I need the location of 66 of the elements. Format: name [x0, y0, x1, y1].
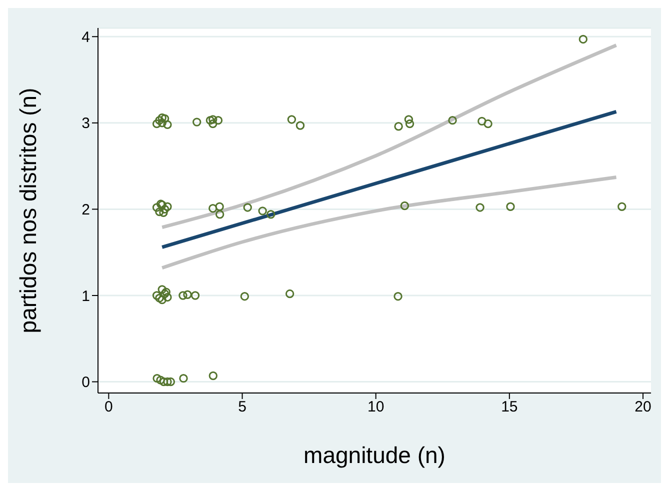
point	[159, 377, 168, 386]
point	[400, 201, 410, 210]
point	[214, 116, 223, 125]
point	[156, 376, 165, 384]
point	[163, 202, 172, 211]
point	[152, 374, 162, 383]
point	[162, 288, 170, 296]
point	[166, 377, 176, 386]
point	[208, 371, 218, 380]
point	[506, 202, 515, 211]
point	[394, 292, 402, 301]
point	[243, 203, 252, 212]
line-series	[160, 176, 618, 270]
y-tick-label: 3	[82, 115, 90, 132]
point	[215, 210, 224, 219]
y-axis-title: partidos nos distritos (n)	[15, 88, 42, 334]
x-tick-label: 0	[104, 398, 113, 416]
point	[208, 204, 218, 213]
point	[206, 116, 215, 125]
line-series	[160, 44, 618, 230]
point	[160, 114, 170, 123]
point	[152, 291, 162, 300]
y-tick-label: 0	[82, 374, 90, 392]
point	[208, 115, 218, 124]
point	[215, 202, 224, 211]
x-axis-title: magnitude (n)	[304, 442, 446, 468]
point	[163, 292, 172, 302]
point	[158, 285, 166, 294]
point	[179, 374, 188, 383]
point	[163, 377, 172, 386]
point	[158, 295, 166, 304]
point	[190, 291, 200, 300]
x-tick-label: 5	[238, 398, 246, 416]
point	[404, 115, 414, 124]
point	[192, 118, 202, 126]
point	[287, 115, 296, 124]
point	[394, 122, 403, 131]
point	[155, 116, 164, 125]
point	[285, 289, 294, 298]
point	[183, 290, 192, 299]
point	[618, 202, 626, 211]
point	[152, 203, 162, 212]
point	[158, 113, 166, 122]
point	[155, 207, 164, 216]
point	[448, 116, 457, 125]
point	[159, 208, 168, 218]
x-tick-label: 15	[501, 398, 518, 416]
point	[405, 119, 414, 128]
point	[178, 291, 188, 300]
y-tick-label: 2	[82, 202, 90, 219]
y-tick-label: 1	[82, 288, 90, 305]
x-tick-label: 20	[634, 398, 652, 416]
point	[163, 120, 172, 129]
x-tick-label: 10	[367, 398, 384, 416]
point	[578, 34, 588, 44]
point	[266, 210, 276, 219]
point	[484, 119, 492, 128]
point	[208, 119, 218, 128]
point	[476, 203, 484, 212]
point	[152, 119, 162, 128]
point	[258, 206, 267, 216]
point	[155, 294, 164, 302]
y-tick-label: 4	[82, 28, 90, 46]
point	[296, 121, 305, 130]
point	[478, 116, 486, 126]
point	[240, 292, 250, 301]
